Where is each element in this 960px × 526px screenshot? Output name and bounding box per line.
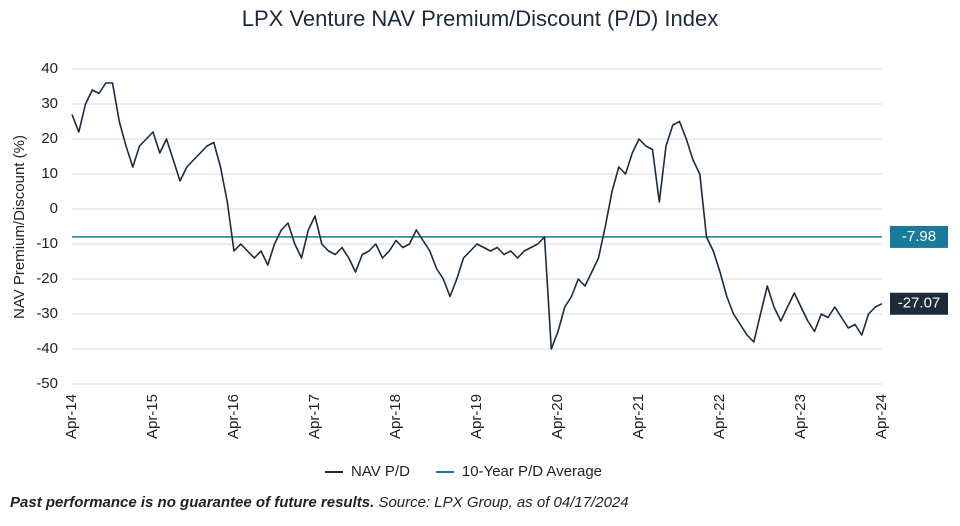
y-tick-label: 30 — [41, 95, 58, 112]
chart: LPX Venture NAV Premium/Discount (P/D) I… — [11, 6, 948, 480]
x-tick-label: Apr-16 — [225, 394, 242, 439]
y-tick-label: -30 — [36, 305, 58, 322]
series-line — [71, 82, 883, 350]
y-tick-label: 10 — [41, 165, 58, 182]
reference-label-box — [890, 225, 948, 248]
y-tick-label: -20 — [36, 270, 58, 287]
x-tick-label: Apr-24 — [873, 394, 890, 439]
legend-label: 10-Year P/D Average — [462, 463, 602, 480]
y-tick-label: -50 — [36, 375, 58, 392]
x-tick-label: Apr-20 — [549, 394, 566, 439]
x-tick-label: Apr-21 — [630, 394, 647, 439]
y-tick-label: -10 — [36, 235, 58, 252]
x-tick-label: Apr-19 — [468, 394, 485, 439]
end-label: -27.07 — [898, 295, 941, 312]
y-tick-label: -40 — [36, 340, 58, 357]
source: Source: LPX Group, as of 04/17/2024 — [378, 494, 629, 511]
x-tick-label: Apr-23 — [792, 394, 809, 439]
reference-label: -7.98 — [902, 228, 936, 245]
footnote: Past performance is no guarantee of futu… — [10, 494, 629, 511]
y-tick-label: 40 — [41, 60, 58, 77]
y-axis-label: NAV Premium/Discount (%) — [11, 135, 28, 319]
y-tick-label: 0 — [50, 200, 58, 217]
disclaimer: Past performance is no guarantee of futu… — [10, 494, 375, 511]
x-tick-label: Apr-17 — [306, 394, 323, 439]
chart-title: LPX Venture NAV Premium/Discount (P/D) I… — [242, 6, 718, 31]
x-tick-label: Apr-22 — [711, 394, 728, 439]
x-tick-label: Apr-15 — [144, 394, 161, 439]
x-tick-label: Apr-18 — [387, 394, 404, 439]
end-label-box — [890, 292, 948, 315]
x-tick-label: Apr-14 — [63, 394, 80, 439]
legend-label: NAV P/D — [351, 463, 410, 480]
y-tick-label: 20 — [41, 130, 58, 147]
